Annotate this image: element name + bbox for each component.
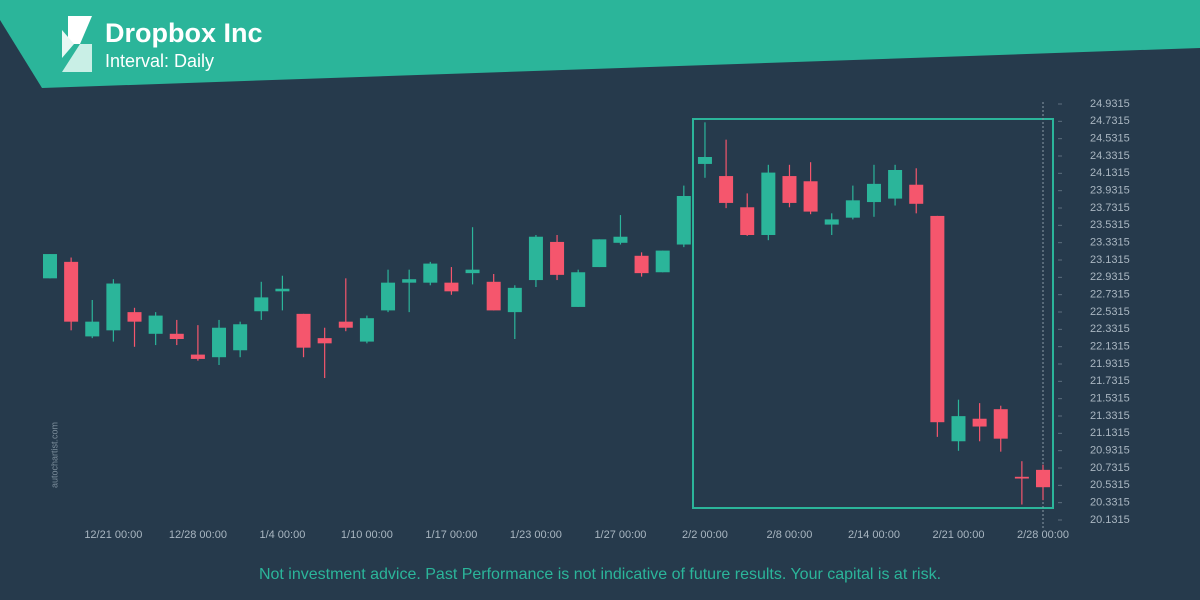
logo-part (62, 44, 92, 72)
candle-body (592, 239, 607, 268)
y-tick-label: 20.9315 (1090, 445, 1130, 457)
logo (62, 16, 92, 72)
y-tick-label: 22.1315 (1090, 341, 1130, 353)
y-tick-label: 22.3315 (1090, 323, 1130, 335)
candle-body (190, 354, 205, 359)
x-tick-label: 2/28 00:00 (1017, 529, 1069, 541)
y-tick-label: 23.5315 (1090, 219, 1130, 231)
candle-body (85, 321, 100, 337)
header-band (0, 0, 1200, 88)
pattern-box (692, 118, 1054, 509)
candle-body (64, 261, 79, 322)
y-tick-label: 20.1315 (1090, 514, 1130, 526)
x-tick-label: 12/28 00:00 (169, 529, 227, 541)
x-tick-label: 1/23 00:00 (510, 529, 562, 541)
x-tick-label: 2/2 00:00 (682, 529, 728, 541)
candle-body (233, 324, 248, 351)
x-tick-label: 1/27 00:00 (594, 529, 646, 541)
y-tick-label: 21.7315 (1090, 375, 1130, 387)
candle-body (824, 219, 839, 225)
disclaimer: Not investment advice. Past Performance … (259, 566, 941, 583)
y-tick-label: 23.1315 (1090, 254, 1130, 266)
candle-body (106, 283, 121, 331)
candle-body (845, 200, 860, 218)
candle-body (740, 207, 755, 235)
x-tick-label: 2/14 00:00 (848, 529, 900, 541)
candle-body (275, 288, 290, 292)
candle-body (402, 279, 417, 283)
candle-body (782, 176, 797, 203)
candle-body (909, 184, 924, 204)
candle-body (613, 236, 628, 243)
candle-body (1036, 469, 1050, 488)
watermark: autochartist.com (49, 422, 59, 488)
y-tick-label: 20.3315 (1090, 497, 1130, 509)
y-tick-label: 22.9315 (1090, 271, 1130, 283)
x-tick-label: 2/8 00:00 (767, 529, 813, 541)
y-tick-label: 23.9315 (1090, 185, 1130, 197)
candle-body (148, 315, 163, 334)
logo-part (68, 16, 92, 44)
candle-body (486, 281, 501, 311)
x-tick-label: 12/21 00:00 (84, 529, 142, 541)
y-tick-label: 20.5315 (1090, 479, 1130, 491)
candle-body (972, 418, 987, 427)
y-tick-label: 21.9315 (1090, 358, 1130, 370)
candle-body (444, 282, 459, 292)
y-tick-label: 21.5315 (1090, 393, 1130, 405)
candle-body (803, 181, 818, 212)
y-tick-label: 20.7315 (1090, 462, 1130, 474)
candle-body (423, 263, 438, 283)
candle-body (317, 338, 332, 344)
candle-body (359, 318, 374, 342)
y-tick-label: 23.7315 (1090, 202, 1130, 214)
y-tick-label: 21.3315 (1090, 410, 1130, 422)
candle-body (465, 269, 480, 274)
x-tick-label: 2/21 00:00 (932, 529, 984, 541)
candle-body (888, 169, 903, 199)
candle-body (1014, 476, 1029, 479)
candle-body (676, 195, 691, 245)
candle-body (550, 241, 565, 275)
candle-body (296, 313, 311, 348)
candle-body (528, 236, 543, 281)
candle-body (507, 287, 522, 313)
candle-body (719, 176, 734, 203)
x-tick-label: 1/10 00:00 (341, 529, 393, 541)
candle-body (338, 321, 353, 328)
y-tick-label: 24.3315 (1090, 150, 1130, 162)
candle-body (993, 409, 1008, 439)
candle-body (761, 172, 776, 235)
x-tick-label: 1/17 00:00 (425, 529, 477, 541)
y-tick-label: 24.1315 (1090, 167, 1130, 179)
x-tick-label: 1/4 00:00 (259, 529, 305, 541)
y-tick-label: 24.5315 (1090, 133, 1130, 145)
chart-title: Dropbox Inc (105, 18, 263, 48)
y-tick-label: 24.9315 (1090, 98, 1130, 110)
candle-body (127, 312, 142, 322)
candle-body (571, 272, 586, 307)
chart-subtitle: Interval: Daily (105, 51, 214, 71)
candle-body (212, 327, 227, 358)
y-tick-label: 23.3315 (1090, 237, 1130, 249)
candle-body (43, 254, 57, 279)
candle-body (930, 215, 945, 423)
candle-body (254, 297, 269, 312)
candle-body (866, 183, 881, 203)
candle-body (381, 282, 396, 311)
y-tick-label: 22.7315 (1090, 289, 1130, 301)
candle-body (951, 416, 966, 442)
y-tick-label: 22.5315 (1090, 306, 1130, 318)
candle-body (634, 255, 649, 274)
logo-part (62, 30, 74, 58)
candle-body (697, 156, 712, 164)
y-tick-label: 24.7315 (1090, 115, 1130, 127)
candle-body (655, 250, 670, 273)
y-tick-label: 21.1315 (1090, 427, 1130, 439)
candle-body (169, 333, 184, 339)
